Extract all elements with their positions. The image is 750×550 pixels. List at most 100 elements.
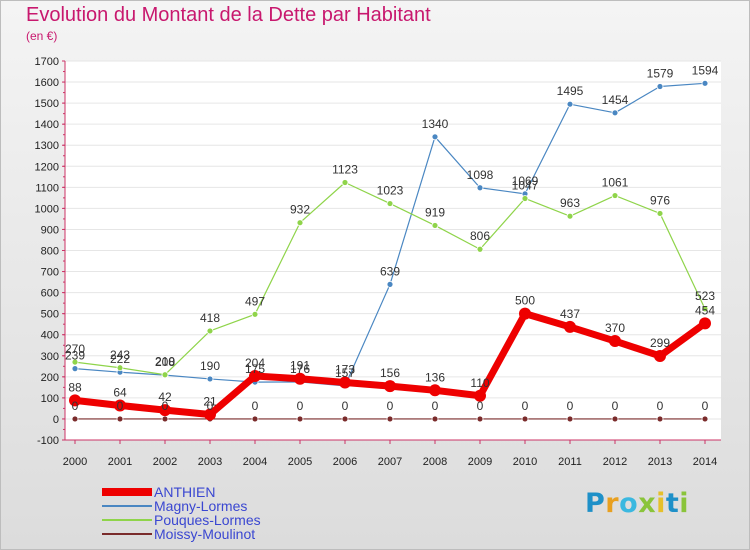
data-point-pouques-lormes [656,210,664,217]
data-label-magny-lormes: 1098 [467,168,494,182]
data-label-anthien: 21 [203,395,217,409]
data-point-pouques-lormes [206,327,214,335]
legend-label-moissy-moulinot: Moissy-Moulinot [154,526,256,542]
logo-letter: t [665,488,680,519]
data-point-anthien [159,404,171,417]
chart-subtitle: (en €) [26,29,58,43]
data-label-pouques-lormes: 210 [155,355,175,369]
data-point-magny-lormes [431,133,439,141]
data-label-pouques-lormes: 523 [695,289,715,303]
data-label-anthien: 156 [380,366,400,380]
data-point-magny-lormes [566,100,574,108]
y-tick-label: 1000 [35,203,59,215]
x-tick-label: 2008 [423,456,447,468]
x-tick-label: 2007 [378,456,402,468]
data-point-moissy-moulinot [701,415,709,423]
data-label-moissy-moulinot: 0 [342,399,349,413]
legend-swatch-anthien [102,488,152,496]
data-label-moissy-moulinot: 0 [297,399,304,413]
x-tick-label: 2001 [108,456,132,468]
logo-letter: o [619,488,639,519]
data-point-pouques-lormes [611,192,619,199]
data-label-magny-lormes: 1069 [512,174,539,188]
data-label-pouques-lormes: 270 [65,342,85,356]
data-point-moissy-moulinot [251,415,259,423]
logo-letter: r [605,488,620,519]
x-tick-label: 2000 [63,456,87,468]
data-label-pouques-lormes: 1047 [512,178,539,192]
x-tick-label: 2010 [513,456,537,468]
data-point-moissy-moulinot [521,415,529,423]
data-label-moissy-moulinot: 0 [207,399,214,413]
data-label-anthien: 437 [560,307,580,321]
y-tick-label: 100 [41,393,59,405]
data-point-moissy-moulinot [161,415,169,423]
y-tick-label: 1100 [35,182,59,194]
x-tick-label: 2002 [153,456,177,468]
data-label-pouques-lormes: 1123 [332,162,358,176]
data-label-magny-lormes: 1340 [422,117,449,131]
y-tick-label: 1300 [35,140,59,152]
legend-swatch-pouques-lormes [102,519,152,521]
data-point-moissy-moulinot [476,415,484,423]
y-tick-label: 1200 [35,161,59,173]
legend-label-pouques-lormes: Pouques-Lormes [154,512,261,528]
proxiti-logo: Proxiti [585,488,689,519]
data-point-anthien [204,408,216,421]
data-point-pouques-lormes [431,222,439,229]
data-point-pouques-lormes [521,195,529,202]
data-label-magny-lormes: 1594 [692,63,719,77]
x-tick-label: 2005 [288,456,312,468]
data-point-anthien [519,307,531,320]
data-label-moissy-moulinot: 0 [477,399,484,413]
data-point-anthien [429,384,441,397]
logo-letter: i [679,488,690,519]
x-tick-label: 2006 [333,456,357,468]
data-label-magny-lormes: 190 [200,359,220,373]
legend-item-pouques-lormes: Pouques-Lormes [102,512,402,528]
legend-label-magny-lormes: Magny-Lormes [154,498,248,514]
data-label-pouques-lormes: 976 [650,193,670,207]
legend: ANTHIEN Magny-Lormes Pouques-Lormes Mois… [102,484,402,542]
data-point-anthien [69,394,81,407]
y-tick-label: 600 [41,288,59,300]
data-label-moissy-moulinot: 0 [702,399,709,413]
data-label-anthien: 299 [650,336,670,350]
y-tick-label: 1400 [35,119,59,131]
data-label-anthien: 42 [158,390,172,404]
data-label-anthien: 136 [425,370,445,384]
data-point-pouques-lormes [386,200,394,207]
data-label-pouques-lormes: 806 [470,229,490,243]
data-point-moissy-moulinot [71,415,79,423]
data-label-pouques-lormes: 919 [425,205,445,219]
data-label-moissy-moulinot: 0 [117,399,124,413]
data-label-moissy-moulinot: 0 [522,399,529,413]
data-point-magny-lormes [701,79,709,87]
data-label-magny-lormes: 175 [245,362,265,376]
data-label-moissy-moulinot: 0 [657,399,664,413]
data-label-pouques-lormes: 243 [110,348,130,362]
y-tick-label: 1700 [35,56,59,68]
y-tick-label: 500 [41,309,59,321]
data-label-anthien: 88 [68,380,82,394]
data-label-moissy-moulinot: 0 [387,399,394,413]
y-tick-label: 900 [41,224,59,236]
data-label-magny-lormes: 1454 [602,93,629,107]
data-point-moissy-moulinot [431,415,439,423]
data-point-moissy-moulinot [656,415,664,423]
y-tick-label: 400 [41,330,59,342]
data-point-anthien [564,320,576,333]
data-label-magny-lormes: 222 [110,352,130,366]
data-label-moissy-moulinot: 0 [252,399,259,413]
y-tick-label: -100 [37,435,59,447]
data-point-anthien [474,389,486,402]
data-point-anthien [654,349,666,362]
data-point-pouques-lormes [566,212,574,220]
data-point-pouques-lormes [251,310,259,318]
data-label-moissy-moulinot: 0 [567,399,574,413]
data-point-pouques-lormes [341,179,349,186]
data-label-anthien: 500 [515,294,535,308]
data-point-anthien [294,372,306,385]
data-label-moissy-moulinot: 0 [432,399,439,413]
